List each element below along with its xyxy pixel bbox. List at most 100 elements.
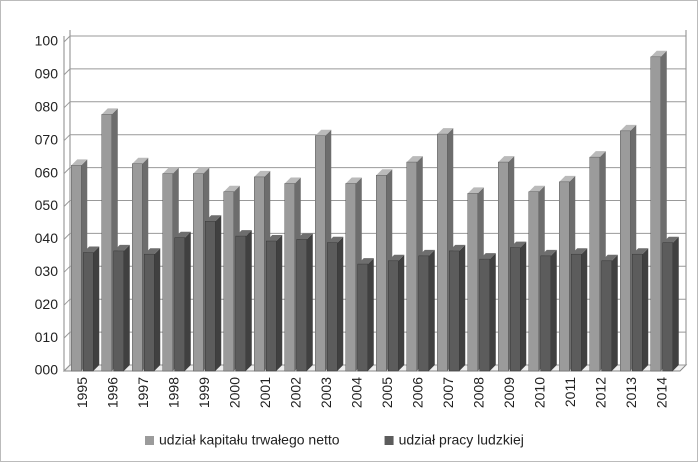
bar-side	[154, 248, 161, 371]
x-tick-label: 2011	[562, 377, 578, 407]
bar	[632, 253, 643, 372]
bar	[315, 135, 326, 372]
x-tick-label: 1997	[135, 377, 151, 408]
grid-line	[63, 35, 71, 43]
x-tick-label: 1998	[165, 377, 181, 408]
bar	[144, 253, 155, 372]
x-tick-label: 1996	[104, 377, 120, 408]
bar-top	[205, 215, 222, 222]
bar-top	[467, 187, 484, 194]
bar-top	[284, 177, 301, 184]
bar-side	[581, 248, 588, 371]
bar	[284, 183, 295, 372]
bar-side	[398, 254, 405, 371]
x-tick-label: 2002	[287, 377, 303, 408]
bar	[345, 183, 356, 372]
bar	[528, 191, 539, 372]
x-tick-label: 2010	[531, 377, 547, 408]
legend-label: udział pracy ludzkiej	[399, 432, 524, 448]
bar	[559, 181, 570, 372]
y-tick-label: 060	[35, 164, 59, 180]
x-tick-label: 1999	[196, 377, 212, 408]
bar-top	[71, 159, 88, 166]
bar-top	[437, 128, 454, 135]
x-tick-label: 2004	[348, 377, 364, 408]
bar-top	[223, 185, 240, 192]
bar	[650, 56, 661, 372]
bar	[174, 237, 185, 372]
bar-top	[601, 254, 618, 261]
bar-top	[571, 248, 588, 255]
bar	[540, 255, 551, 372]
grid-line	[63, 134, 71, 142]
bar	[205, 221, 216, 372]
bar	[113, 250, 124, 372]
grid-line	[63, 68, 71, 76]
grid-line	[63, 167, 71, 174]
bar-top	[162, 167, 179, 174]
bar-top	[388, 254, 405, 261]
x-tick-label: 2003	[318, 377, 334, 408]
bar	[571, 253, 582, 372]
y-tick-label: 040	[35, 230, 59, 246]
bar-side	[428, 249, 435, 371]
grid-line	[63, 331, 71, 339]
bar	[510, 247, 521, 372]
bar-top	[528, 185, 545, 192]
bar-top	[327, 236, 344, 243]
bar-side	[459, 244, 466, 371]
x-tick-label: 2009	[501, 377, 517, 408]
bar	[235, 235, 246, 372]
bar-side	[215, 215, 222, 371]
x-tick-label: 2012	[592, 377, 608, 408]
bar-side	[520, 241, 527, 371]
bar	[589, 156, 600, 372]
y-tick-label: 050	[35, 197, 59, 213]
bar-top	[315, 129, 332, 136]
y-tick-label: 080	[35, 99, 59, 115]
bar	[467, 193, 478, 372]
y-tick-label: 020	[35, 296, 59, 312]
bar	[406, 161, 417, 372]
bar-top	[174, 231, 191, 238]
bar-top	[510, 241, 527, 248]
bar-side	[489, 253, 496, 371]
bar	[101, 114, 112, 372]
bar-top	[418, 249, 435, 256]
y-tick-label: 090	[35, 66, 59, 82]
legend-swatch	[384, 436, 394, 445]
bar-side	[611, 254, 618, 371]
bar-top	[662, 236, 679, 243]
bar-top	[376, 169, 393, 176]
bar-top	[540, 249, 557, 256]
x-tick-label: 1995	[74, 377, 90, 408]
bar	[254, 176, 265, 372]
bar	[498, 161, 509, 372]
bar-side	[642, 248, 649, 371]
x-tick-label: 2005	[379, 377, 395, 408]
bar-side	[123, 244, 130, 371]
x-tick-label: 2006	[409, 377, 425, 408]
grid-line	[63, 200, 71, 207]
bar-top	[559, 175, 576, 182]
bar-top	[357, 258, 374, 265]
bar	[296, 239, 307, 372]
x-tick-label: 2013	[623, 377, 639, 408]
bar	[132, 163, 143, 372]
y-tick-label: 100	[35, 33, 59, 49]
bar-side	[367, 258, 374, 371]
bar	[437, 133, 448, 372]
bar	[662, 242, 673, 372]
bar	[601, 260, 612, 372]
bar	[418, 255, 429, 372]
x-tick-label: 2008	[470, 377, 486, 408]
y-tick-label: 070	[35, 131, 59, 147]
bar-top	[113, 244, 130, 251]
bar-top	[132, 157, 149, 164]
bar-top	[296, 233, 313, 240]
bar	[266, 240, 277, 372]
bar	[223, 191, 234, 372]
bar-top	[193, 167, 210, 174]
legend-label: udział kapitału trwałego netto	[159, 432, 340, 448]
